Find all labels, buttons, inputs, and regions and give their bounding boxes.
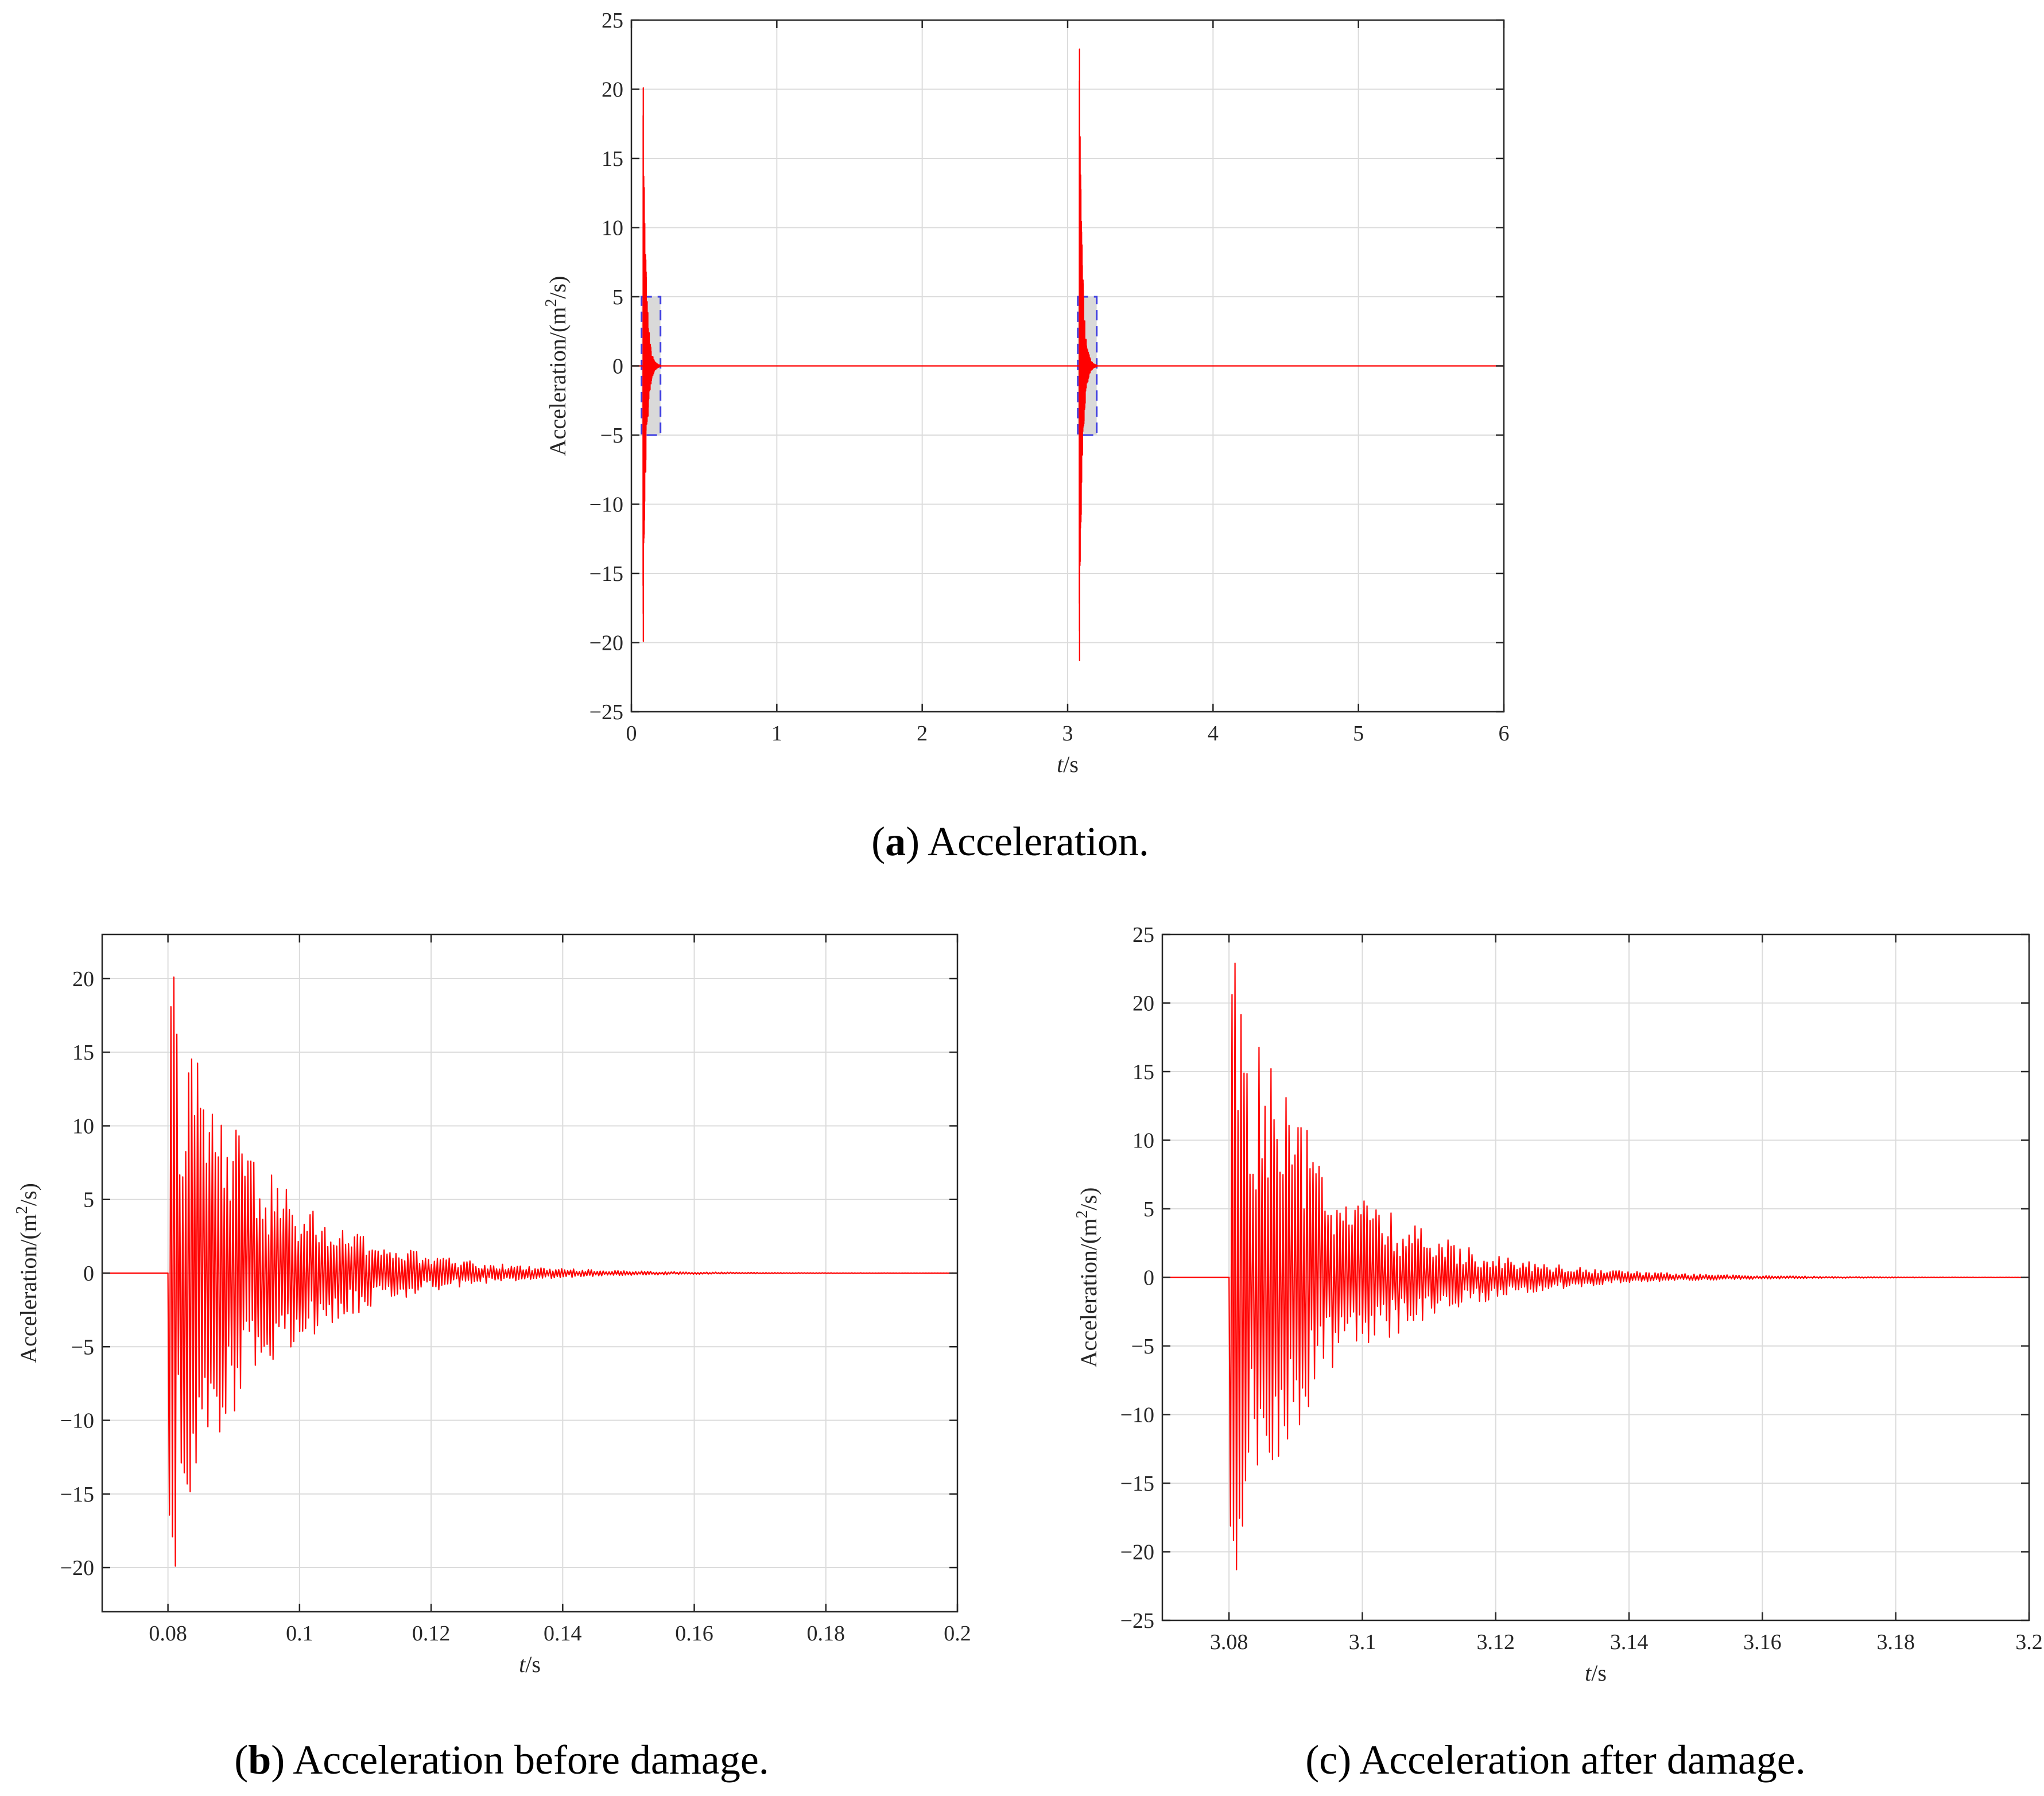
x-tick-label: 2: [917, 721, 928, 746]
y-axis-label-end: /s): [15, 1183, 41, 1206]
y-tick-label: 0: [612, 355, 623, 379]
caption-close-paren: ): [906, 819, 920, 864]
y-tick-label: −25: [589, 700, 623, 724]
y-tick-label: −15: [60, 1483, 94, 1507]
y-tick-label: −5: [71, 1335, 94, 1359]
y-tick-label: −5: [1131, 1335, 1154, 1359]
x-tick-label: 5: [1353, 721, 1364, 746]
y-tick-label: 25: [602, 9, 623, 33]
x-tick-label: 1: [771, 721, 782, 746]
y-tick-label: 10: [602, 216, 623, 240]
y-tick-label: 25: [1132, 923, 1154, 947]
x-tick-label: 3.16: [1743, 1630, 1782, 1654]
caption-letter: c: [1319, 1737, 1337, 1783]
y-tick-label: 10: [72, 1114, 94, 1138]
x-axis-label-var: t: [1057, 751, 1064, 777]
signal-line: [631, 48, 1504, 661]
y-tick-label: −15: [1120, 1472, 1154, 1496]
y-axis-label: Acceleration/(m2/s): [1073, 1188, 1101, 1368]
y-tick-label: −20: [60, 1556, 94, 1580]
y-tick-label: 20: [72, 967, 94, 991]
caption-open-paren: (: [871, 819, 885, 864]
panel-caption: (b) Acceleration before damage.: [234, 1737, 769, 1783]
panel-caption: (c) Acceleration after damage.: [1305, 1737, 1805, 1783]
y-tick-label: 15: [602, 147, 623, 171]
y-tick-label: 5: [83, 1188, 94, 1212]
panel-b: 0.08 0.1 0.12 0.14 0.16 0.18 0.2 −20 −15 −10 −5 0 5 1…: [13, 933, 971, 1783]
x-tick-label: 3.18: [1876, 1630, 1915, 1654]
y-tick-label: −20: [589, 631, 623, 655]
y-axis-label-superscript: 2: [13, 1206, 31, 1214]
panel-c: 3.08 3.1 3.12 3.14 3.16 3.18 3.2 −25 −20 −15 −10 −5…: [1073, 923, 2043, 1783]
y-tick-label: 5: [1143, 1197, 1154, 1221]
y-tick-label: −20: [1120, 1541, 1154, 1565]
caption-open-paren: (: [234, 1737, 248, 1783]
x-axis-label-var: t: [1585, 1660, 1592, 1686]
y-tick-label: 15: [72, 1041, 94, 1065]
x-axis-label: t/s: [1057, 751, 1079, 777]
x-tick-label: 3.08: [1210, 1630, 1248, 1654]
x-axis-label-unit: /s: [525, 1651, 541, 1677]
x-tick-label: 3.12: [1477, 1630, 1515, 1654]
panel-a: 0 1 2 3 4 5 6 −25 −20 −15 −10 −5 0 5 10 15 20 25 t/s Accele…: [542, 9, 1510, 864]
caption-open-paren: (: [1305, 1737, 1319, 1783]
y-axis-label: Acceleration/(m2/s): [13, 1183, 41, 1363]
x-tick-label: 0.08: [149, 1622, 187, 1646]
y-tick-label: −25: [1120, 1609, 1154, 1633]
x-tick-label: 0: [626, 721, 637, 746]
y-tick-label: −5: [600, 424, 623, 448]
caption-text: Acceleration before damage.: [285, 1737, 769, 1783]
x-tick-label: 0.16: [675, 1622, 713, 1646]
y-tick-label: 5: [612, 285, 623, 309]
y-tick-label: −10: [1120, 1403, 1154, 1428]
x-axis-label: t/s: [519, 1651, 541, 1677]
y-tick-label: 20: [602, 78, 623, 102]
x-tick-label: 6: [1499, 721, 1510, 746]
x-tick-label: 3.14: [1610, 1630, 1649, 1654]
y-tick-label: 20: [1132, 992, 1154, 1016]
x-tick-label: 3.2: [2015, 1630, 2043, 1654]
y-axis-label-superscript: 2: [542, 299, 560, 307]
y-tick-label: 0: [83, 1262, 94, 1286]
x-tick-label: 3.1: [1349, 1630, 1376, 1654]
caption-close-paren: ): [271, 1737, 285, 1783]
y-tick-label: −15: [589, 562, 623, 586]
series-acceleration: [1162, 963, 2030, 1570]
x-tick-label: 3: [1062, 721, 1073, 746]
x-axis-label: t/s: [1585, 1660, 1607, 1686]
y-axis-label-main: Acceleration/(m: [15, 1214, 41, 1363]
y-tick-label: 10: [1132, 1129, 1154, 1153]
x-axis-label-unit: /s: [1063, 751, 1079, 777]
x-tick-label: 0.2: [944, 1622, 971, 1646]
caption-letter: b: [248, 1737, 271, 1783]
x-tick-label: 4: [1208, 721, 1219, 746]
x-tick-label: 0.12: [412, 1622, 451, 1646]
signal-line: [1162, 963, 2030, 1570]
y-axis-label-superscript: 2: [1073, 1211, 1091, 1219]
signal-line: [102, 976, 958, 1567]
x-tick-label: 0.1: [286, 1622, 313, 1646]
y-axis-label-main: Acceleration/(m: [545, 307, 571, 456]
y-tick-label: −10: [589, 493, 623, 517]
x-axis-label-var: t: [519, 1651, 526, 1677]
y-axis-label-main: Acceleration/(m: [1076, 1219, 1101, 1368]
caption-close-paren: ): [1337, 1737, 1351, 1783]
panel-caption: (a) Acceleration.: [871, 819, 1149, 864]
caption-text: Acceleration.: [920, 819, 1149, 864]
y-tick-label: −10: [60, 1409, 94, 1433]
x-axis-label-unit: /s: [1591, 1660, 1607, 1686]
caption-letter: a: [885, 819, 906, 864]
x-tick-label: 0.14: [544, 1622, 582, 1646]
y-axis-label: Acceleration/(m2/s): [542, 276, 571, 456]
y-tick-label: 0: [1143, 1266, 1154, 1290]
caption-text: Acceleration after damage.: [1351, 1737, 1806, 1783]
series-acceleration: [631, 48, 1504, 661]
y-tick-label: 15: [1132, 1060, 1154, 1084]
x-tick-label: 0.18: [807, 1622, 845, 1646]
series-acceleration: [102, 976, 958, 1567]
y-axis-label-end: /s): [1076, 1188, 1101, 1211]
y-axis-label-end: /s): [545, 276, 571, 299]
